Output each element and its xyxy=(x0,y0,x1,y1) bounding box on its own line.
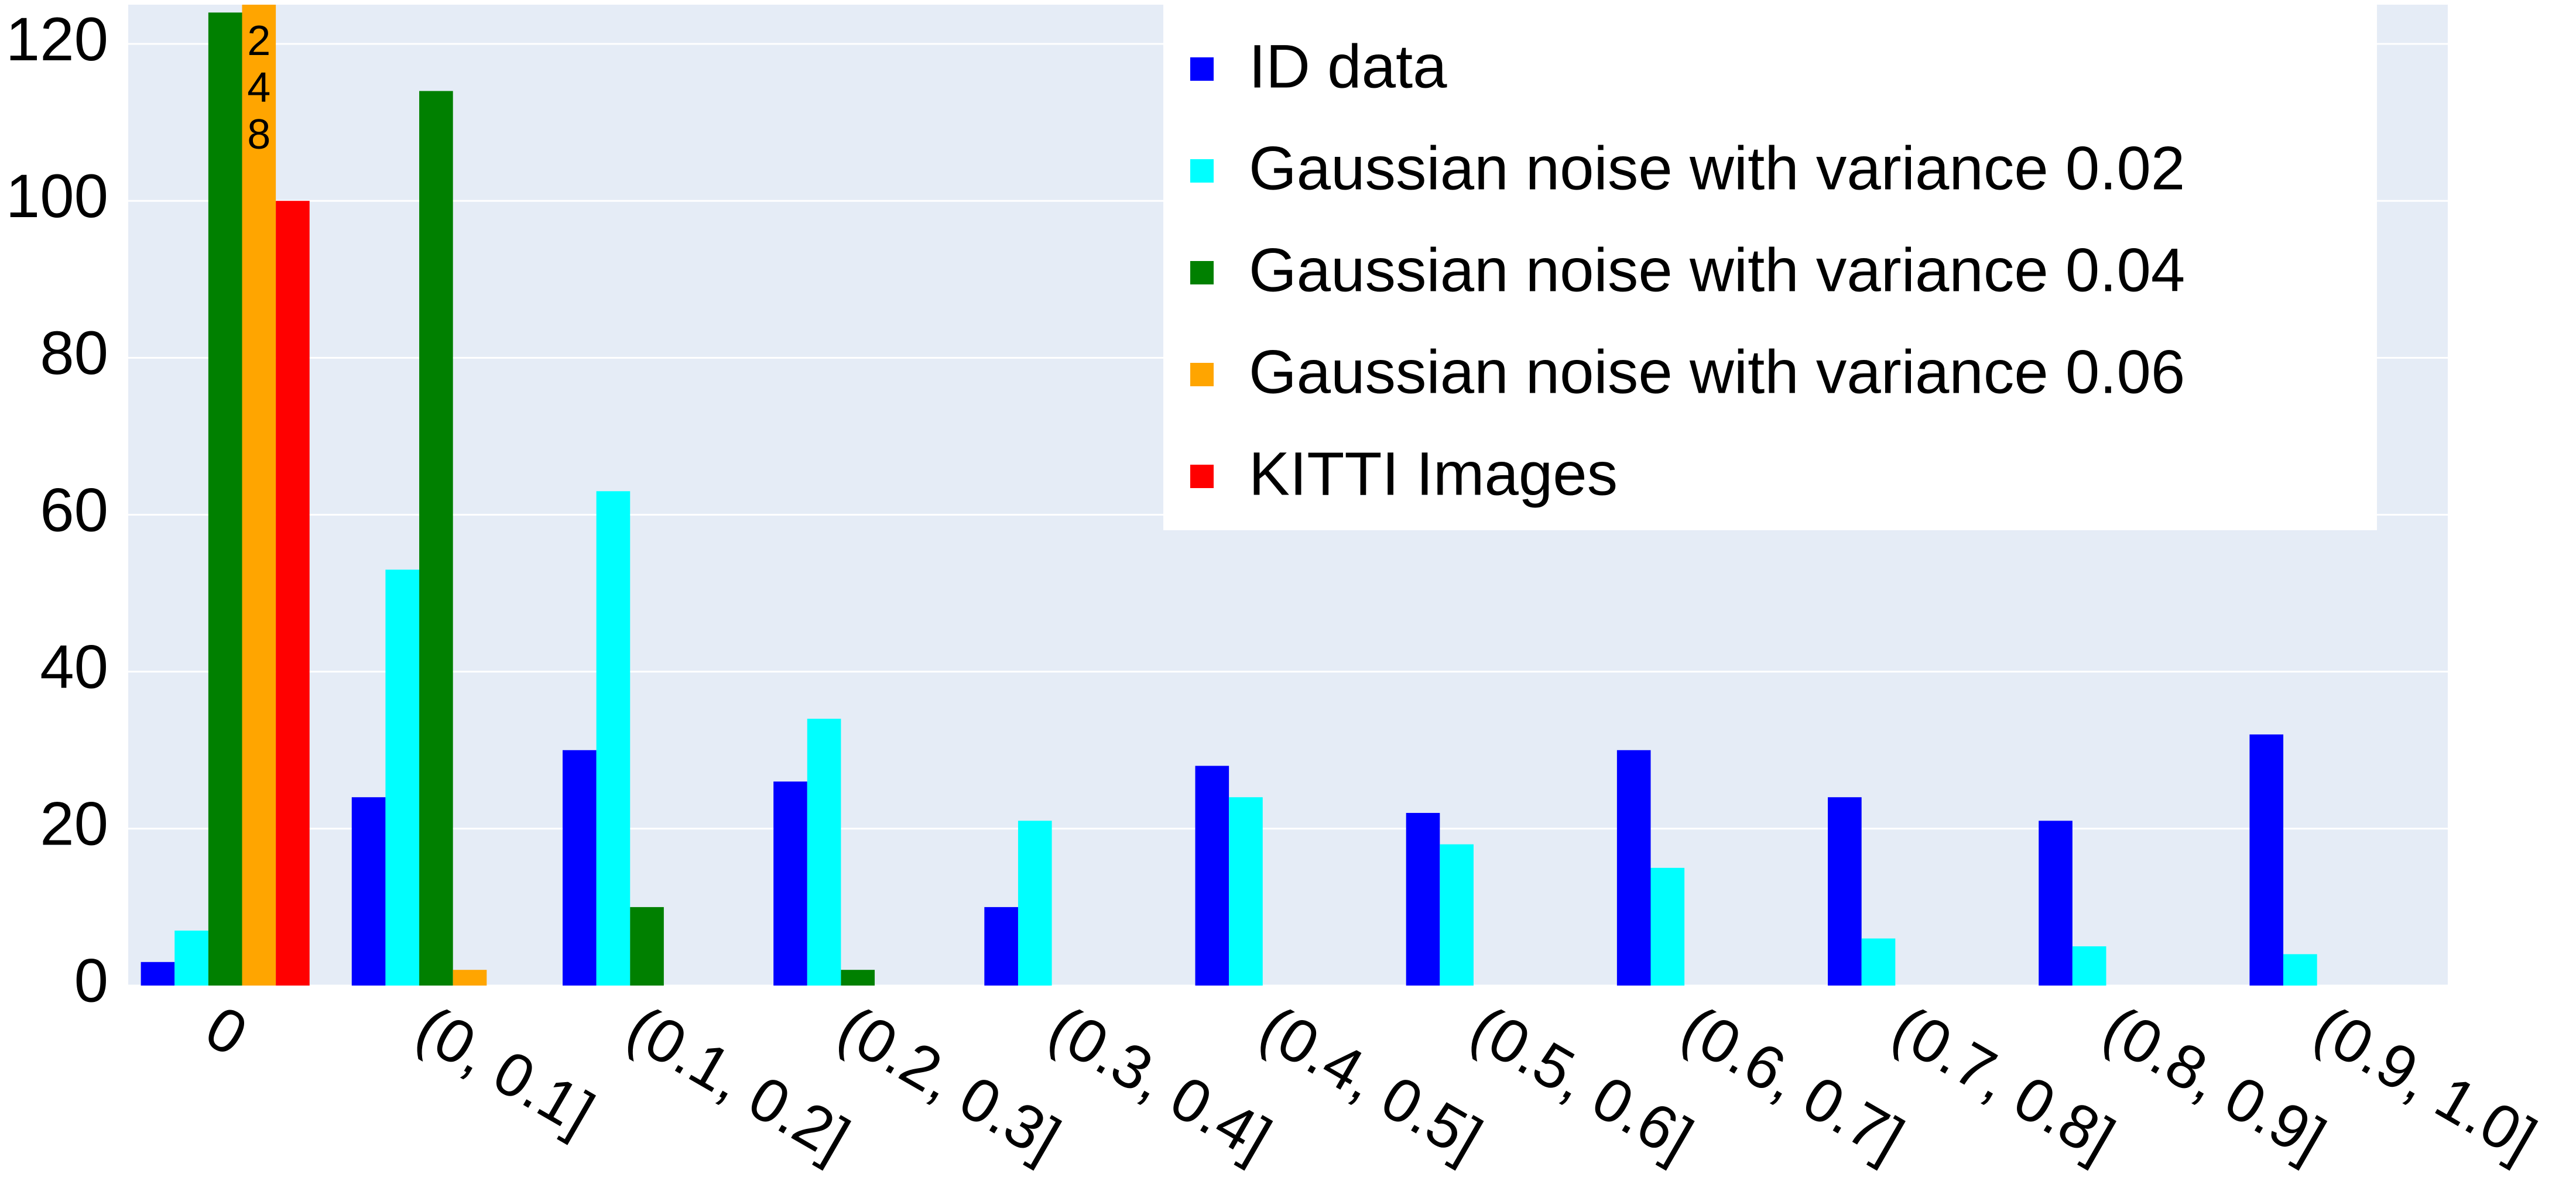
bar xyxy=(1828,797,1862,986)
legend-label: Gaussian noise with variance 0.02 xyxy=(1249,135,2185,203)
legend-label: ID data xyxy=(1249,33,1447,101)
y-tick-label: 20 xyxy=(40,790,108,859)
x-tick-label: (0.6, 0.7] xyxy=(1670,993,1914,1174)
y-tick-label: 100 xyxy=(6,162,108,231)
x-tick-label: (0.7, 0.8] xyxy=(1881,993,2125,1174)
legend-swatch xyxy=(1190,465,1214,488)
x-tick-label: (0.3, 0.4] xyxy=(1037,993,1282,1174)
x-tick-label: (0.4, 0.5] xyxy=(1249,993,1493,1174)
bar xyxy=(1018,821,1052,986)
x-tick-label: (0, 0.1] xyxy=(405,993,605,1148)
bar xyxy=(2283,954,2317,986)
bar xyxy=(1229,797,1263,986)
bar xyxy=(2249,734,2284,986)
bar xyxy=(2039,821,2073,986)
bar xyxy=(242,5,276,986)
y-tick-label: 0 xyxy=(74,947,108,1015)
legend-swatch xyxy=(1190,363,1214,386)
y-tick-label: 80 xyxy=(40,319,108,387)
bar xyxy=(1440,844,1474,986)
legend-label: Gaussian noise with variance 0.06 xyxy=(1249,338,2185,407)
x-tick-label: (0.1, 0.2] xyxy=(616,993,860,1174)
bar xyxy=(208,12,242,986)
bar xyxy=(1406,813,1440,986)
data-label: 248 xyxy=(235,18,282,158)
bar xyxy=(773,781,807,986)
bar xyxy=(141,962,175,986)
x-tick-label: (0.2, 0.3] xyxy=(827,993,1071,1174)
legend-label: KITTI Images xyxy=(1249,440,1618,509)
x-tick-label: 0 xyxy=(194,993,258,1070)
legend: ID data Gaussian noise with variance 0.02… xyxy=(1163,0,2377,530)
y-tick-label: 120 xyxy=(6,5,108,74)
bar xyxy=(807,719,841,986)
legend-swatch xyxy=(1190,57,1214,81)
bar xyxy=(174,931,208,986)
x-tick-label: (0.8, 0.9] xyxy=(2092,993,2336,1174)
bar xyxy=(630,907,664,986)
legend-swatch xyxy=(1190,159,1214,183)
bar xyxy=(419,91,453,986)
bar xyxy=(1650,867,1685,986)
y-tick-label: 60 xyxy=(40,476,108,544)
bar xyxy=(453,970,487,986)
bar xyxy=(1861,938,1896,986)
bar xyxy=(562,750,597,986)
bar xyxy=(385,569,420,986)
x-tick-label: (0.5, 0.6] xyxy=(1460,993,1704,1174)
bar xyxy=(596,491,631,986)
bars xyxy=(141,5,2317,986)
bar xyxy=(2072,946,2106,986)
bar xyxy=(984,907,1018,986)
bar xyxy=(276,201,310,986)
legend-label: Gaussian noise with variance 0.04 xyxy=(1249,236,2185,305)
y-tick-label: 40 xyxy=(40,633,108,701)
bar xyxy=(841,970,875,986)
bar xyxy=(351,797,386,986)
legend-swatch xyxy=(1190,261,1214,284)
legend-box xyxy=(1163,0,2377,530)
bar xyxy=(1616,750,1651,986)
x-tick-label: (0.9, 1.0] xyxy=(2303,993,2547,1174)
bar xyxy=(1195,766,1229,986)
